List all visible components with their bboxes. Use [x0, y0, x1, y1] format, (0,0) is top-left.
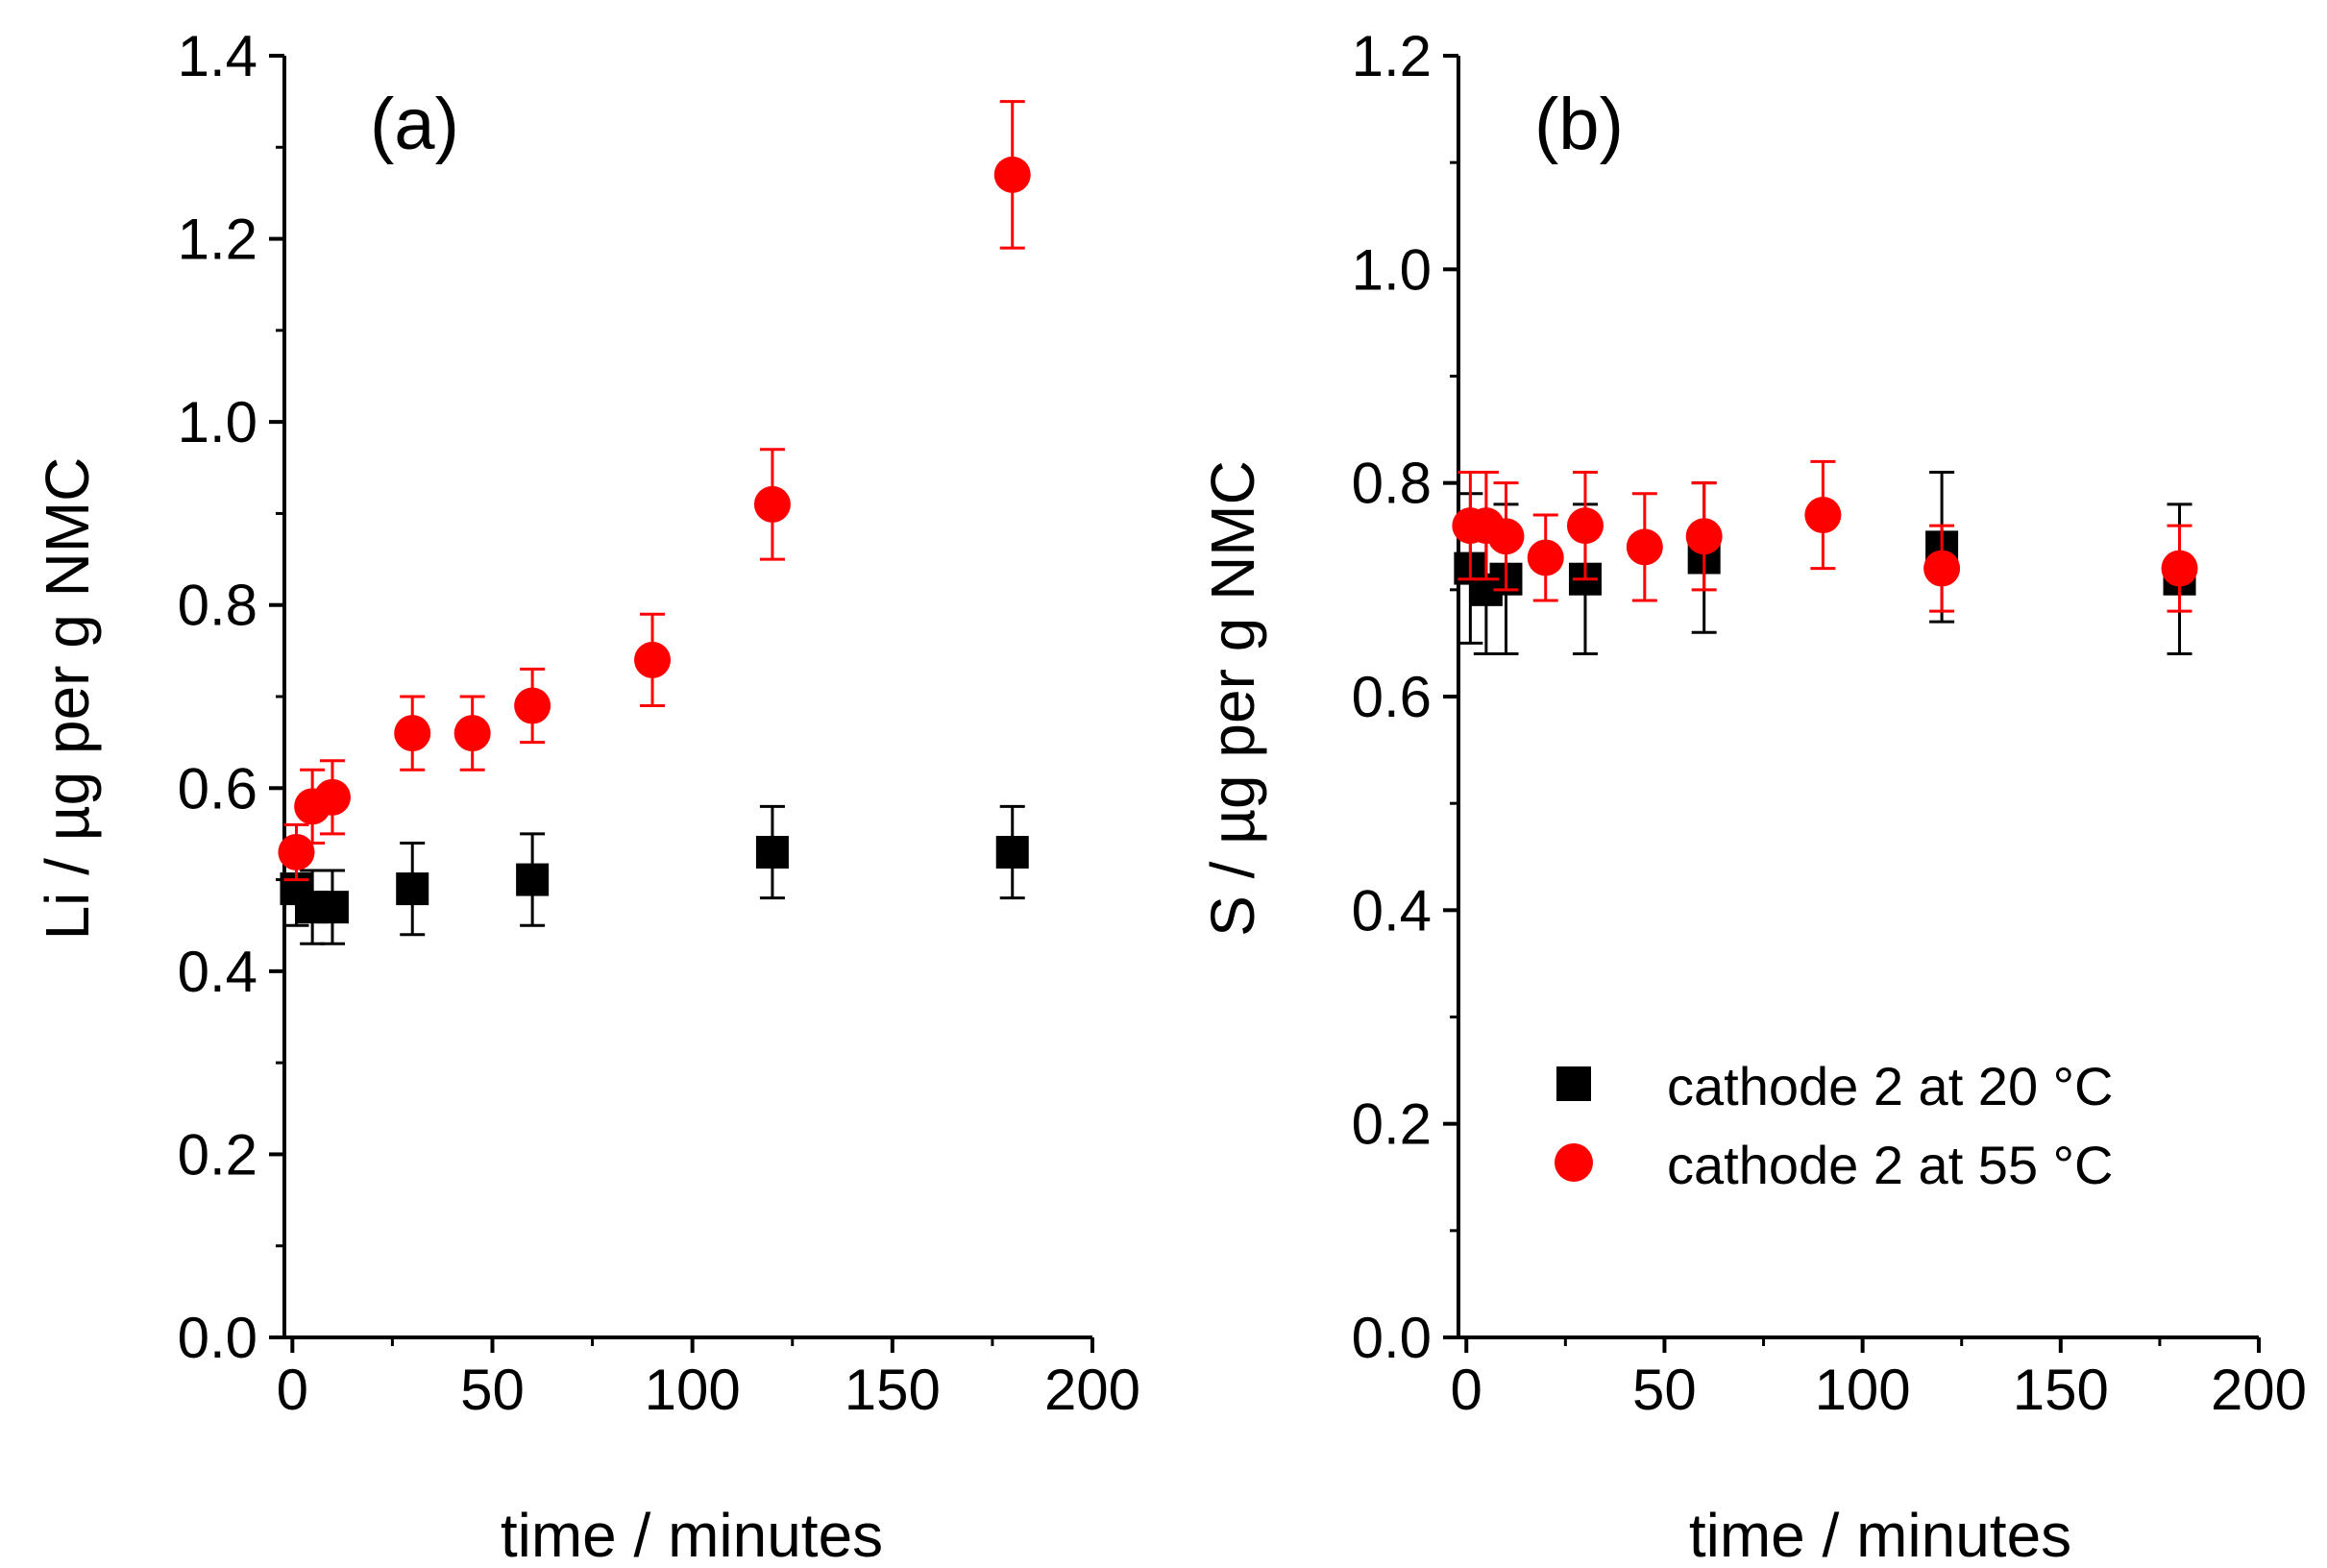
x-tick-label: 200 [1044, 1358, 1140, 1422]
x-tick-label: 150 [845, 1358, 941, 1422]
data-point-55c [453, 715, 491, 752]
x-tick-label: 50 [1632, 1358, 1697, 1422]
y-tick-label: 1.4 [178, 24, 257, 88]
data-point-55c [1685, 518, 1723, 555]
data-point-20c [755, 835, 789, 869]
x-tick-label: 100 [1815, 1358, 1911, 1422]
data-point-55c [753, 485, 791, 523]
x-tick-label: 200 [2211, 1358, 2307, 1422]
panel-a-x-axis-title: time / minutes [501, 1501, 883, 1568]
y-tick-label: 0.8 [178, 574, 257, 638]
panel-b-x-axis-title: time / minutes [1689, 1501, 2071, 1568]
data-point-55c [634, 641, 672, 678]
panel-b-label: (b) [1534, 84, 1624, 165]
panel-a-label: (a) [370, 84, 459, 165]
panel-b-chart: (b) time / minutes S / µg per g NMC cath… [1198, 24, 2307, 1568]
x-tick-label: 0 [277, 1358, 308, 1422]
panel-b-y-axis-title: S / µg per g NMC [1198, 460, 1267, 937]
y-tick-label: 1.0 [178, 390, 257, 454]
x-tick-label: 50 [460, 1358, 525, 1422]
data-point-55c [1487, 518, 1525, 555]
panel-a-y-axis-title: Li / µg per g NMC [33, 457, 102, 941]
y-tick-label: 0.2 [1352, 1092, 1432, 1157]
legend-marker-circle [1555, 1143, 1593, 1182]
data-point-55c [1804, 497, 1842, 534]
y-tick-label: 0.6 [178, 756, 257, 821]
y-tick-label: 0.0 [178, 1306, 257, 1370]
data-point-55c [2161, 550, 2198, 587]
x-tick-label: 0 [1451, 1358, 1482, 1422]
data-point-55c [993, 156, 1031, 193]
y-tick-label: 0.0 [1352, 1306, 1432, 1370]
panel-a-chart: (a) time / minutes Li / µg per g NMC 0.0… [33, 24, 1140, 1568]
y-tick-label: 0.4 [178, 940, 257, 1004]
x-tick-label: 100 [645, 1358, 741, 1422]
data-point-55c [313, 778, 351, 816]
y-tick-label: 0.2 [178, 1122, 257, 1187]
y-tick-label: 0.4 [1352, 878, 1432, 943]
data-point-55c [1566, 507, 1604, 545]
data-point-20c [315, 891, 349, 924]
data-point-20c [995, 835, 1029, 869]
y-tick-label: 0.6 [1352, 665, 1432, 729]
data-point-20c [396, 872, 429, 906]
legend-label-55c: cathode 2 at 55 °C [1667, 1135, 2114, 1195]
y-tick-label: 0.8 [1352, 452, 1432, 516]
data-point-20c [516, 863, 550, 896]
y-tick-label: 1.2 [178, 208, 257, 272]
legend-label-20c: cathode 2 at 20 °C [1667, 1056, 2114, 1116]
legend-marker-square [1556, 1066, 1591, 1101]
data-point-55c [394, 715, 431, 752]
y-tick-label: 1.0 [1352, 237, 1432, 302]
data-point-55c [1626, 528, 1663, 566]
data-point-55c [1923, 550, 1961, 587]
x-tick-label: 150 [2013, 1358, 2109, 1422]
data-point-55c [278, 833, 315, 870]
data-point-55c [1527, 539, 1564, 576]
panel-b-legend: cathode 2 at 20 °C cathode 2 at 55 °C [1555, 1056, 2114, 1195]
data-point-55c [514, 687, 551, 724]
y-tick-label: 1.2 [1352, 24, 1432, 88]
